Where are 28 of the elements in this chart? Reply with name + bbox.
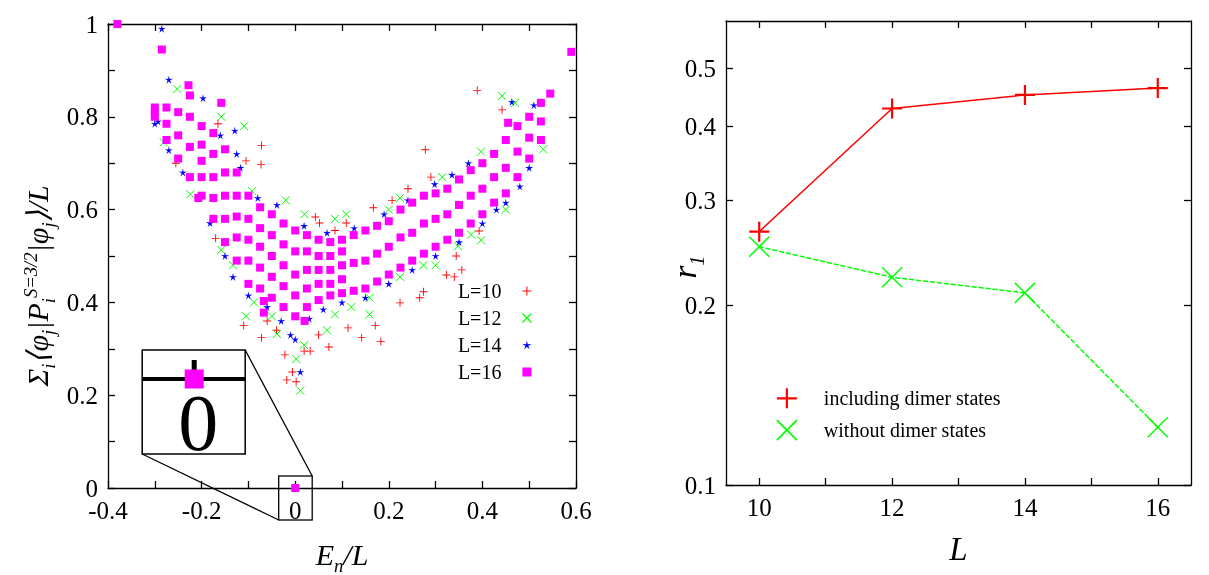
annotation: 0	[178, 379, 219, 467]
y-tick-label: 0.8	[66, 103, 98, 131]
legend-label: without dimer states	[823, 419, 987, 442]
y-tick-label: 0.2	[66, 381, 98, 409]
y-tick-label: 0.4	[66, 288, 99, 316]
x-tick-label: 0.2	[373, 497, 405, 524]
x-tick-label: 10	[746, 494, 772, 521]
y-tick-label: 0.6	[66, 196, 98, 224]
x-tick-label: 14	[1012, 494, 1038, 521]
y-tick-label: 0.1	[684, 471, 716, 499]
y-tick-label: 1	[85, 10, 98, 38]
x-tick-label: 0.4	[466, 497, 499, 524]
legend-label: L=16	[457, 361, 502, 383]
x-tick-label: 0	[288, 497, 302, 524]
legend-label: L=14	[457, 334, 502, 356]
y-tick-label: 0.3	[684, 187, 716, 214]
x-tick-label: -0.2	[181, 497, 222, 524]
legend-label: L=10	[457, 280, 502, 302]
x-tick-label: 12	[879, 494, 905, 521]
y-tick-label: 0.2	[684, 292, 716, 319]
x-tick-label: 16	[1145, 494, 1171, 521]
y-tick-label: 0.5	[684, 54, 716, 82]
legend-label: L=12	[457, 307, 502, 329]
legend-label: including dimer states	[823, 387, 1001, 411]
x-axis-title: E$_{n}$/L	[315, 538, 369, 575]
y-tick-label: 0.4	[684, 112, 717, 140]
x-axis-title: L	[949, 531, 968, 568]
x-tick-label: 0.6	[560, 497, 592, 524]
